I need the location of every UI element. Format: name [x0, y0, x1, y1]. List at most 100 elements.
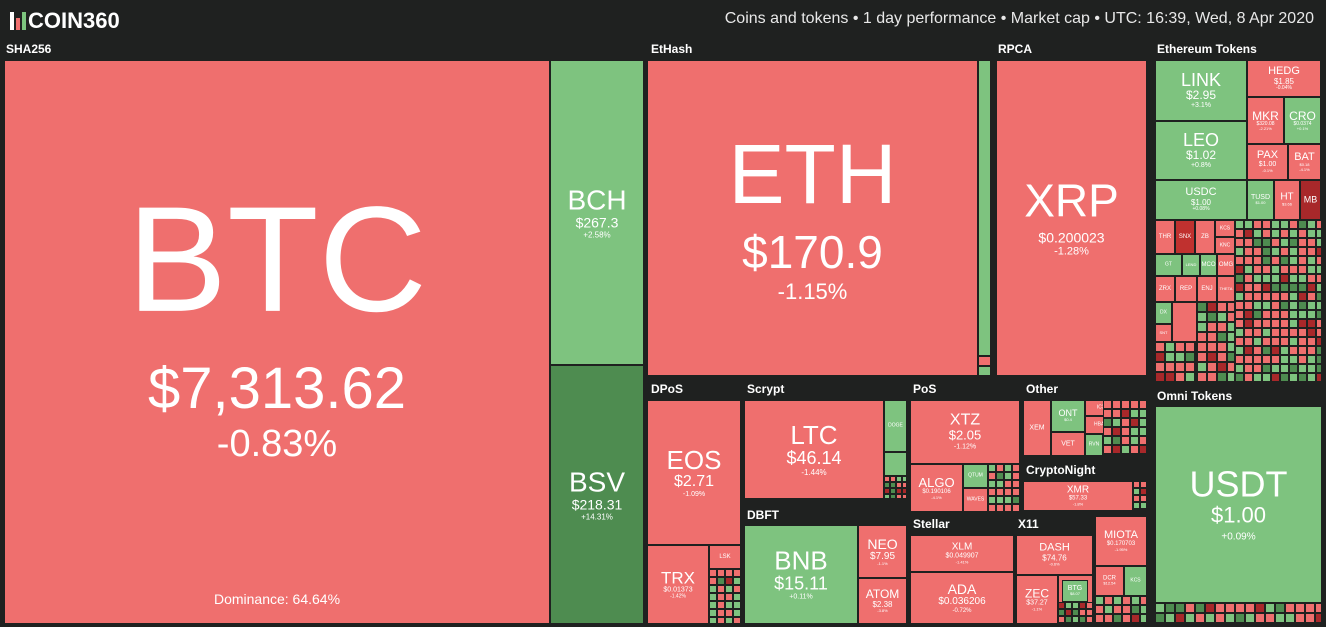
mini-coin-tile[interactable]: [1104, 605, 1113, 614]
mini-coin-tile[interactable]: [1285, 603, 1295, 613]
coin-tile-small[interactable]: [978, 356, 991, 366]
coin-tile-dash[interactable]: DASH $74.76 -0.6%: [1016, 535, 1093, 575]
mini-coin-tile[interactable]: [1175, 342, 1185, 352]
mini-coin-tile[interactable]: [1253, 310, 1262, 319]
mini-coin-tile[interactable]: [1244, 373, 1253, 382]
mini-coin-tile[interactable]: [1205, 623, 1215, 624]
coin-tile-thr[interactable]: THR: [1155, 220, 1175, 254]
mini-coin-tile[interactable]: [1217, 332, 1227, 342]
mini-coin-tile[interactable]: [725, 577, 733, 585]
mini-coin-tile[interactable]: [1072, 609, 1079, 616]
mini-coin-tile[interactable]: [1122, 605, 1131, 614]
mini-coin-tile[interactable]: [725, 617, 733, 624]
mini-coin-tile[interactable]: [884, 482, 890, 488]
mini-coin-tile[interactable]: [1298, 301, 1307, 310]
mini-coin-tile[interactable]: [1004, 464, 1012, 472]
mini-coin-tile[interactable]: [1307, 310, 1316, 319]
mini-coin-tile[interactable]: [1262, 328, 1271, 337]
mini-coin-tile[interactable]: [1113, 614, 1122, 623]
mini-coin-tile[interactable]: [725, 593, 733, 601]
mini-coin-tile[interactable]: [1305, 623, 1315, 624]
mini-coin-tile[interactable]: [1122, 623, 1131, 624]
mini-coin-tile[interactable]: [1285, 623, 1295, 624]
mini-coin-tile[interactable]: [1225, 613, 1235, 623]
mini-coin-tile[interactable]: [1175, 372, 1185, 382]
mini-coin-tile[interactable]: [1253, 247, 1262, 256]
coin-tile-doge[interactable]: DOGE: [884, 400, 907, 452]
mini-coin-tile[interactable]: [1165, 352, 1175, 362]
mini-coin-tile[interactable]: [1289, 355, 1298, 364]
mini-coin-tile[interactable]: [1185, 382, 1195, 384]
mini-coin-tile[interactable]: [1244, 346, 1253, 355]
mini-coin-tile[interactable]: [1316, 301, 1322, 310]
mini-coin-tile[interactable]: [1058, 616, 1065, 623]
mini-coin-tile[interactable]: [1217, 322, 1227, 332]
mini-coin-tile[interactable]: [1271, 364, 1280, 373]
coin-tile-small[interactable]: [1172, 302, 1197, 342]
mini-coin-tile[interactable]: [1195, 613, 1205, 623]
mini-coin-tile[interactable]: [1139, 436, 1147, 445]
mini-coin-tile[interactable]: [1004, 496, 1012, 504]
mini-coin-tile[interactable]: [1253, 346, 1262, 355]
mini-coin-tile[interactable]: [1227, 322, 1235, 332]
mini-coin-tile[interactable]: [1130, 400, 1139, 409]
mini-coin-tile[interactable]: [1140, 495, 1147, 502]
mini-coin-tile[interactable]: [733, 593, 741, 601]
mini-coin-tile[interactable]: [1262, 265, 1271, 274]
mini-coin-tile[interactable]: [1244, 328, 1253, 337]
mini-coin-tile[interactable]: [1065, 616, 1072, 623]
mini-coin-tile[interactable]: [1086, 616, 1093, 623]
mini-coin-tile[interactable]: [1225, 623, 1235, 624]
mini-coin-tile[interactable]: [1155, 372, 1165, 382]
mini-coin-tile[interactable]: [717, 585, 725, 593]
mini-coin-tile[interactable]: [1065, 609, 1072, 616]
mini-coin-tile[interactable]: [1307, 229, 1316, 238]
mini-coin-tile[interactable]: [1112, 400, 1121, 409]
coin-tile-lsk[interactable]: LSK: [709, 545, 741, 569]
mini-coin-tile[interactable]: [1207, 362, 1217, 372]
mini-coin-tile[interactable]: [1058, 623, 1065, 624]
mini-coin-tile[interactable]: [1298, 382, 1307, 384]
mini-coin-tile[interactable]: [1289, 229, 1298, 238]
mini-coin-tile[interactable]: [1065, 623, 1072, 624]
mini-coin-tile[interactable]: [1307, 265, 1316, 274]
mini-coin-tile[interactable]: [1244, 265, 1253, 274]
coin-tile-kcs[interactable]: KCS: [1215, 220, 1235, 237]
mini-coin-tile[interactable]: [1121, 427, 1130, 436]
mini-coin-tile[interactable]: [1235, 337, 1244, 346]
mini-coin-tile[interactable]: [1197, 312, 1207, 322]
mini-coin-tile[interactable]: [717, 569, 725, 577]
mini-coin-tile[interactable]: [1255, 603, 1265, 613]
coin-tile-dcr[interactable]: DCR $12.54: [1095, 566, 1124, 596]
mini-coin-tile[interactable]: [1280, 220, 1289, 229]
mini-coin-tile[interactable]: [1086, 602, 1093, 609]
mini-coin-tile[interactable]: [1207, 342, 1217, 352]
mini-coin-tile[interactable]: [1265, 613, 1275, 623]
mini-coin-tile[interactable]: [1235, 364, 1244, 373]
mini-coin-tile[interactable]: [1244, 319, 1253, 328]
mini-coin-tile[interactable]: [1012, 496, 1020, 504]
mini-coin-tile[interactable]: [709, 601, 717, 609]
mini-coin-tile[interactable]: [988, 488, 996, 496]
mini-coin-tile[interactable]: [1307, 346, 1316, 355]
coin-tile-gt[interactable]: GT: [1155, 254, 1182, 276]
coin-tile-btg[interactable]: BTG $8.07: [1062, 580, 1088, 602]
mini-coin-tile[interactable]: [1289, 265, 1298, 274]
mini-coin-tile[interactable]: [709, 617, 717, 624]
mini-coin-tile[interactable]: [1298, 238, 1307, 247]
mini-coin-tile[interactable]: [1217, 382, 1227, 384]
coin-tile-xlm[interactable]: XLM $0.049907 -1.41%: [910, 535, 1014, 572]
mini-coin-tile[interactable]: [1165, 613, 1175, 623]
coin-tile-usdc[interactable]: USDC $1.00 +0.08%: [1155, 180, 1247, 220]
mini-coin-tile[interactable]: [1298, 346, 1307, 355]
mini-coin-tile[interactable]: [1155, 342, 1165, 352]
mini-coin-tile[interactable]: [1215, 613, 1225, 623]
mini-coin-tile[interactable]: [896, 482, 902, 488]
mini-coin-tile[interactable]: [1307, 292, 1316, 301]
mini-coin-tile[interactable]: [1307, 247, 1316, 256]
mini-coin-tile[interactable]: [1004, 504, 1012, 512]
coin-tile-vet[interactable]: VET: [1051, 432, 1085, 456]
mini-coin-tile[interactable]: [1244, 220, 1253, 229]
mini-coin-tile[interactable]: [1275, 603, 1285, 613]
mini-coin-tile[interactable]: [1058, 602, 1065, 609]
